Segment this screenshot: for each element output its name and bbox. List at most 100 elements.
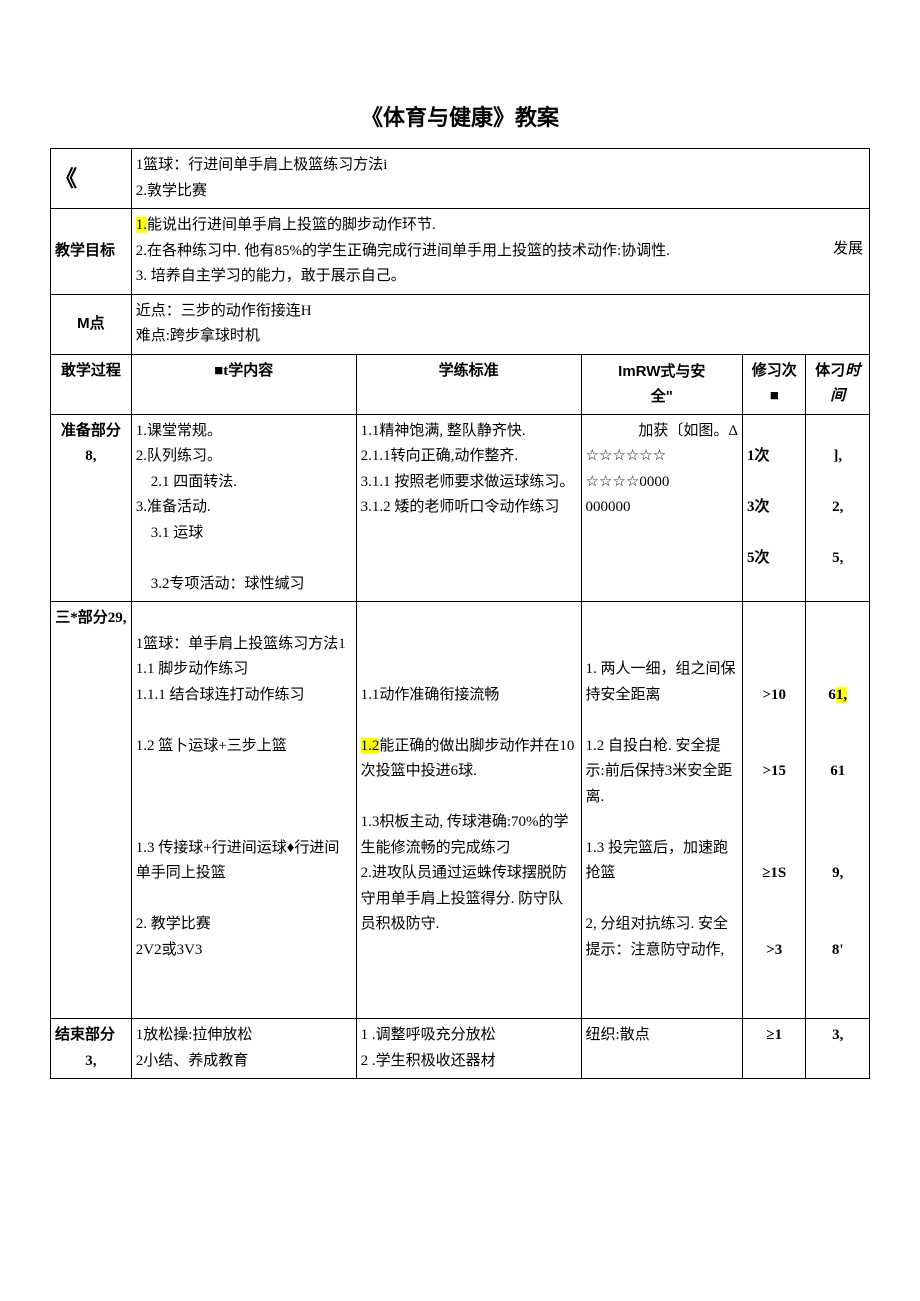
table-row: 三*部分29, 1篮球：单手肩上投篮练习方法1 1.1 脚步动作练习 1.1.1… [51, 602, 870, 1019]
text: 结束部分 [55, 1023, 127, 1049]
row3-label: M点 [51, 294, 132, 354]
main-c5: >10 >15 ≥1S >3 [743, 602, 806, 1019]
text: 5次 [747, 546, 801, 572]
text: 1.课堂常规。 [136, 419, 352, 445]
table-header-row: 敢学过程 ■t学内容 学练标准 ImRW式与安 全" 修习次 ■ 体刁时 间 [51, 354, 870, 414]
row2-content: 1.能说出行进间单手肩上投篮的脚步动作环节. 2.在各种练习中. 他有85%的学… [131, 209, 869, 295]
text: ≥1 [747, 1023, 801, 1049]
header-c4: ImRW式与安 全" [581, 354, 742, 414]
end-label: 结束部分 3, [51, 1019, 132, 1079]
text: 2.进攻队员通过运蛛传球摆脱防守用单手肩上投篮得分. 防守队员积极防守. [361, 861, 577, 938]
end-c2: 1放松操:拉伸放松 2小结、养成教育 [131, 1019, 356, 1079]
text: 9, [810, 861, 865, 887]
text: 3, [810, 1023, 865, 1049]
end-c6: 3, [806, 1019, 870, 1079]
text: 3.1.1 按照老师要求做运球练习。 [361, 470, 577, 496]
text: >15 [747, 759, 801, 785]
text: 纽织:散点 [586, 1023, 738, 1049]
text: 加获〔如图。Δ [586, 419, 738, 445]
text: 2.队列练习。 [136, 444, 352, 470]
end-c4: 纽织:散点 [581, 1019, 742, 1079]
prep-c4: 加获〔如图。Δ ☆☆☆☆☆☆ ☆☆☆☆0000 000000 [581, 414, 742, 602]
end-c5: ≥1 [743, 1019, 806, 1079]
text: 61 [810, 759, 865, 785]
header-c2: ■t学内容 [131, 354, 356, 414]
text-hl: 1. [136, 217, 147, 233]
table-row: 《 1篮球：行进间单手肩上极篮练习方法i 2.敦学比赛 [51, 149, 870, 209]
text: 1.3枳板主动, 传球港确:70%的学生能修流畅的完成练刁 [361, 810, 577, 861]
prep-c6: ], 2, 5, [806, 414, 870, 602]
text: 2.在各种练习中. 他有85%的学生正确完成行进间单手用上投篮的技术动作:协调性… [136, 239, 865, 265]
text: 1.1 脚步动作练习 [136, 657, 352, 683]
text: 1篮球：单手肩上投篮练习方法1 [136, 632, 352, 658]
text: 3, [55, 1049, 127, 1075]
text: 修习次 [747, 359, 801, 385]
main-c4: 1. 两人一细，组之间保持安全距离 1.2 自投白枪. 安全提示:前后保持3米安… [581, 602, 742, 1019]
header-c1: 敢学过程 [51, 354, 132, 414]
text: 1篮球：行进间单手肩上极篮练习方法i [136, 153, 865, 179]
row3-content: 近点：三步的动作衔接连H 难点:跨步拿球时机 [131, 294, 869, 354]
text: 1.能说出行进间单手肩上投篮的脚步动作环节. [136, 213, 865, 239]
end-c3: 1 .调整呼吸充分放松 2 .学生积极收还器材 [356, 1019, 581, 1079]
text: ≥1S [747, 861, 801, 887]
text: 1次 [747, 444, 801, 470]
text: 2, [810, 495, 865, 521]
text: 8, [55, 444, 127, 470]
text: ImRW式与安 [586, 359, 738, 385]
text: ], [810, 444, 865, 470]
text: 能正确的做出脚步动作并在10次投篮中投进6球. [361, 738, 575, 780]
text: 3.1 运球 [136, 521, 352, 547]
main-label: 三*部分29, [51, 602, 132, 1019]
text: 1 .调整呼吸充分放松 [361, 1023, 577, 1049]
table-row: M点 近点：三步的动作衔接连H 难点:跨步拿球时机 [51, 294, 870, 354]
text: 1.1动作准确衔接流畅 [361, 683, 577, 709]
text: 1.1.1 结合球连打动作练习 [136, 683, 352, 709]
text: 3.2专项活动：球性缄习 [136, 572, 352, 598]
table-row: 准备部分 8, 1.课堂常规。 2.队列练习。 2.1 四面转法. 3.准备活动… [51, 414, 870, 602]
row1-label: 《 [51, 149, 132, 209]
lesson-plan-table: 《 1篮球：行进间单手肩上极篮练习方法i 2.敦学比赛 教学目标 1.能说出行进… [50, 148, 870, 1079]
text: 1. 两人一细，组之间保持安全距离 [586, 657, 738, 708]
text: >3 [747, 938, 801, 964]
text: 全" [586, 384, 738, 410]
text: 3. 培养自主学习的能力，敢于展示自己。 [136, 264, 865, 290]
text: ☆☆☆☆0000 [586, 470, 738, 496]
text: 2.敦学比赛 [136, 179, 865, 205]
text-hl: 1, [836, 687, 847, 703]
text: 难点:跨步拿球时机 [136, 324, 865, 350]
text: 间 [810, 384, 865, 410]
text: 61, [810, 683, 865, 709]
text: 1放松操:拉伸放松 [136, 1023, 352, 1049]
text: 能说出行进间单手肩上投篮的脚步动作环节. [147, 217, 436, 233]
text: 2 .学生积极收还器材 [361, 1049, 577, 1075]
text: 2小结、养成教育 [136, 1049, 352, 1075]
header-c5: 修习次 ■ [743, 354, 806, 414]
text: 准备部分 [55, 419, 127, 445]
text: 1.3 传接球+行进间运球♦行进间单手同上投篮 [136, 836, 352, 887]
text: 体刁时 [810, 359, 865, 385]
table-row: 教学目标 1.能说出行进间单手肩上投篮的脚步动作环节. 2.在各种练习中. 他有… [51, 209, 870, 295]
prep-c2: 1.课堂常规。 2.队列练习。 2.1 四面转法. 3.准备活动. 3.1 运球… [131, 414, 356, 602]
text-hl: 1.2 [361, 738, 380, 754]
text: 近点：三步的动作衔接连H [136, 299, 865, 325]
text: 8' [810, 938, 865, 964]
header-c3: 学练标准 [356, 354, 581, 414]
text: 体刁 [815, 363, 845, 379]
prep-label: 准备部分 8, [51, 414, 132, 602]
text: 6 [828, 687, 836, 703]
text: 000000 [586, 495, 738, 521]
text: 1.1精神饱满, 整队静齐快. [361, 419, 577, 445]
text: 1.2 篮卜运球+三步上篮 [136, 734, 352, 760]
row2-label: 教学目标 [51, 209, 132, 295]
text: ■ [747, 384, 801, 410]
text: 3.1.2 矮的老师听口令动作练习 [361, 495, 577, 521]
text: 3.准备活动. [136, 495, 352, 521]
prep-c5: 1次 3次 5次 [743, 414, 806, 602]
main-c2: 1篮球：单手肩上投篮练习方法1 1.1 脚步动作练习 1.1.1 结合球连打动作… [131, 602, 356, 1019]
text: ☆☆☆☆☆☆ [586, 444, 738, 470]
text: 时 [845, 363, 860, 379]
text: 2.1.1转向正确,动作整齐. [361, 444, 577, 470]
text: 1.3 投完篮后，加速跑抢篮 [586, 836, 738, 887]
text: 1.2能正确的做出脚步动作并在10次投篮中投进6球. [361, 734, 577, 785]
main-c6: 61, 61 9, 8' [806, 602, 870, 1019]
